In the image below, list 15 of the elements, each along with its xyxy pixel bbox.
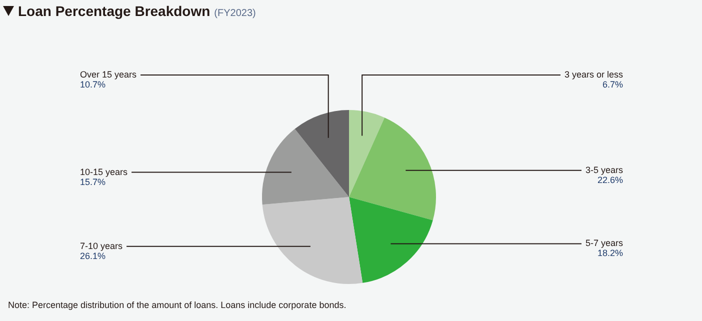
data-label: 26.1% xyxy=(80,250,106,261)
slice-label: 7-10 years xyxy=(80,240,124,251)
slice-label: 3 years or less xyxy=(564,69,624,80)
text: Note: Percentage distribution of the amount of loans. Loans include corporate bonds. xyxy=(8,300,346,310)
slice-label: Over 15 years xyxy=(80,69,138,80)
chart-title: Loan Percentage Breakdown xyxy=(18,3,210,19)
data-label: 15.7% xyxy=(80,176,106,187)
data-label: 6.7% xyxy=(602,79,623,90)
slice-label: 5-7 years xyxy=(585,238,624,248)
slice-label: 10-15 years xyxy=(80,166,128,177)
chart-subtitle: (FY2023) xyxy=(214,8,256,19)
data-label: 10.7% xyxy=(80,79,106,90)
data-label: 18.2% xyxy=(597,248,623,258)
data-label: 22.6% xyxy=(597,174,623,185)
slice-label: 3-5 years xyxy=(585,164,624,175)
